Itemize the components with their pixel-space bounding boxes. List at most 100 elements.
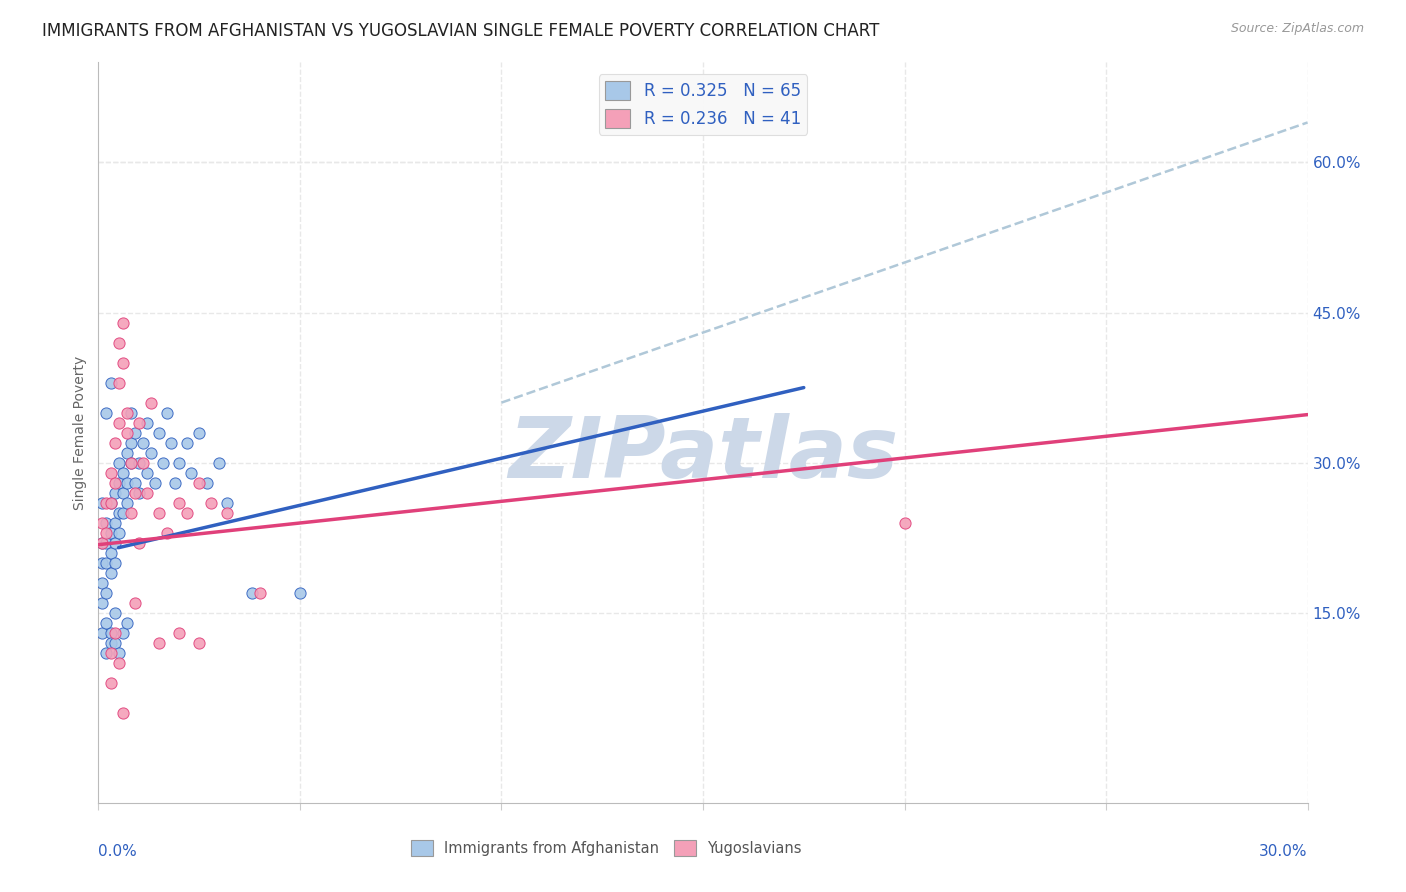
Point <box>148 636 170 650</box>
Point <box>160 435 183 450</box>
Point <box>91 535 114 549</box>
Point <box>240 585 263 599</box>
Point <box>96 406 118 420</box>
Point <box>107 456 129 470</box>
Point <box>100 376 122 390</box>
Point <box>111 355 134 369</box>
Point <box>103 435 125 450</box>
Point <box>143 475 166 490</box>
Point <box>249 585 271 599</box>
Point <box>91 596 114 610</box>
Point <box>103 535 125 549</box>
Point <box>111 316 134 330</box>
Point <box>120 435 142 450</box>
Point <box>96 516 118 530</box>
Point <box>100 466 122 480</box>
Point <box>217 496 239 510</box>
Point <box>156 406 179 420</box>
Point <box>200 496 222 510</box>
Point <box>100 496 122 510</box>
Point <box>115 496 138 510</box>
Point <box>111 506 134 520</box>
Point <box>132 435 155 450</box>
Point <box>135 466 157 480</box>
Point <box>128 535 150 549</box>
Point <box>107 656 129 670</box>
Point <box>100 675 122 690</box>
Point <box>120 406 142 420</box>
Point <box>96 556 118 570</box>
Point <box>103 636 125 650</box>
Point <box>111 625 134 640</box>
Point <box>115 445 138 459</box>
Point <box>893 516 915 530</box>
Point <box>135 485 157 500</box>
Legend: Immigrants from Afghanistan, Yugoslavians: Immigrants from Afghanistan, Yugoslavian… <box>405 835 807 863</box>
Point <box>217 506 239 520</box>
Y-axis label: Single Female Poverty: Single Female Poverty <box>73 356 87 509</box>
Point <box>124 425 146 440</box>
Point <box>208 456 231 470</box>
Point <box>124 475 146 490</box>
Point <box>111 466 134 480</box>
Point <box>115 615 138 630</box>
Point <box>91 496 114 510</box>
Point <box>139 395 162 409</box>
Point <box>120 456 142 470</box>
Point <box>103 606 125 620</box>
Point <box>188 425 211 440</box>
Point <box>135 416 157 430</box>
Point <box>152 456 174 470</box>
Point <box>115 475 138 490</box>
Point <box>107 416 129 430</box>
Point <box>107 376 129 390</box>
Point <box>124 485 146 500</box>
Point <box>128 485 150 500</box>
Point <box>103 516 125 530</box>
Point <box>107 506 129 520</box>
Point <box>176 506 198 520</box>
Point <box>91 556 114 570</box>
Point <box>180 466 202 480</box>
Point <box>156 525 179 540</box>
Point <box>103 485 125 500</box>
Point <box>96 496 118 510</box>
Point <box>120 456 142 470</box>
Point <box>96 615 118 630</box>
Text: ZIPatlas: ZIPatlas <box>508 413 898 496</box>
Text: 0.0%: 0.0% <box>98 844 138 858</box>
Point <box>100 496 122 510</box>
Point <box>124 596 146 610</box>
Point <box>195 475 218 490</box>
Point <box>167 625 190 640</box>
Point <box>111 706 134 720</box>
Point <box>103 475 125 490</box>
Point <box>128 456 150 470</box>
Point <box>100 636 122 650</box>
Point <box>96 585 118 599</box>
Point <box>100 625 122 640</box>
Point <box>163 475 186 490</box>
Point <box>91 625 114 640</box>
Text: 30.0%: 30.0% <box>1260 844 1308 858</box>
Point <box>111 485 134 500</box>
Point <box>167 456 190 470</box>
Point <box>115 425 138 440</box>
Text: Source: ZipAtlas.com: Source: ZipAtlas.com <box>1230 22 1364 36</box>
Point <box>100 646 122 660</box>
Point <box>100 546 122 560</box>
Point <box>91 535 114 549</box>
Text: IMMIGRANTS FROM AFGHANISTAN VS YUGOSLAVIAN SINGLE FEMALE POVERTY CORRELATION CHA: IMMIGRANTS FROM AFGHANISTAN VS YUGOSLAVI… <box>42 22 880 40</box>
Point <box>103 556 125 570</box>
Point <box>176 435 198 450</box>
Point <box>132 456 155 470</box>
Point <box>120 506 142 520</box>
Point <box>91 516 114 530</box>
Point <box>188 475 211 490</box>
Point <box>115 406 138 420</box>
Point <box>107 525 129 540</box>
Point <box>96 535 118 549</box>
Point <box>167 496 190 510</box>
Point <box>128 416 150 430</box>
Point <box>148 425 170 440</box>
